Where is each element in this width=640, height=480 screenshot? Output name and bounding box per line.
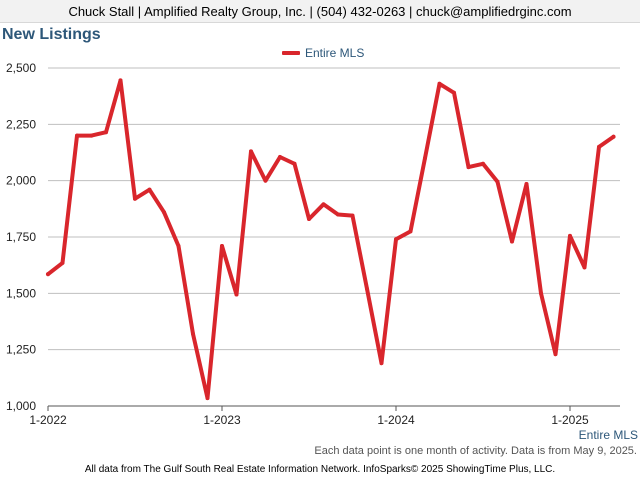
data-point (452, 90, 456, 95)
line-chart: 1,000 1,250 1,500 1,750 2,000 2,250 2,500 1-202… (6, 61, 638, 442)
data-point (75, 133, 79, 138)
data-point (582, 265, 587, 270)
header-contact-bar: Chuck Stall | Amplified Realty Group, In… (0, 0, 640, 23)
y-tick-label: 1,000 (6, 399, 36, 413)
x-tick-label: 1-2024 (377, 413, 415, 427)
data-point (191, 331, 195, 336)
data-point (147, 187, 152, 192)
data-point (46, 272, 50, 277)
data-point (162, 210, 166, 215)
data-point (437, 81, 442, 86)
header-contact-text: Chuck Stall | Amplified Realty Group, In… (68, 3, 572, 19)
legend-swatch (282, 51, 300, 55)
data-point (466, 165, 471, 170)
data-point (611, 134, 616, 139)
data-point (553, 352, 558, 357)
data-point (321, 202, 326, 207)
chart-title: New Listings (2, 26, 101, 43)
data-point (205, 396, 210, 401)
y-tick-label: 1,500 (6, 286, 36, 300)
data-point (597, 144, 601, 149)
footer-source: All data from The Gulf South Real Estate… (84, 464, 556, 475)
data-point (133, 196, 137, 201)
data-point (234, 292, 239, 297)
data-point (423, 156, 427, 161)
data-point (292, 161, 297, 166)
data-point (510, 239, 514, 244)
data-point (104, 130, 108, 135)
data-point (307, 216, 311, 221)
y-tick-label: 2,500 (6, 61, 36, 75)
data-point (350, 213, 355, 218)
data-point (408, 229, 413, 234)
data-point (379, 361, 384, 366)
y-tick-label: 1,750 (6, 230, 36, 244)
data-point (524, 182, 529, 187)
footer-note: Each data point is one month of activity… (314, 445, 637, 457)
y-tick-label: 1,250 (6, 343, 36, 357)
series-line-entire-mls (46, 78, 616, 401)
data-point (495, 179, 500, 184)
data-point (336, 212, 340, 217)
data-point (249, 149, 253, 154)
data-point (118, 78, 123, 83)
x-axis-series-label: Entire MLS (579, 428, 638, 442)
data-point (539, 291, 543, 296)
data-point (220, 244, 224, 249)
data-point (481, 161, 485, 166)
y-tick-label: 2,000 (6, 174, 36, 188)
data-point (60, 260, 65, 265)
data-point (263, 178, 268, 183)
data-point (89, 133, 94, 138)
data-point (394, 237, 398, 242)
x-tick-label: 1-2022 (29, 413, 67, 427)
legend-label: Entire MLS (305, 46, 365, 60)
x-tick-label: 1-2025 (551, 413, 589, 427)
y-tick-label: 2,250 (6, 117, 36, 131)
data-point (365, 286, 369, 291)
data-point (568, 233, 572, 238)
data-point (176, 244, 181, 249)
data-point (278, 155, 282, 160)
chart-legend[interactable]: Entire MLS (282, 46, 364, 60)
x-tick-label: 1-2023 (203, 413, 241, 427)
